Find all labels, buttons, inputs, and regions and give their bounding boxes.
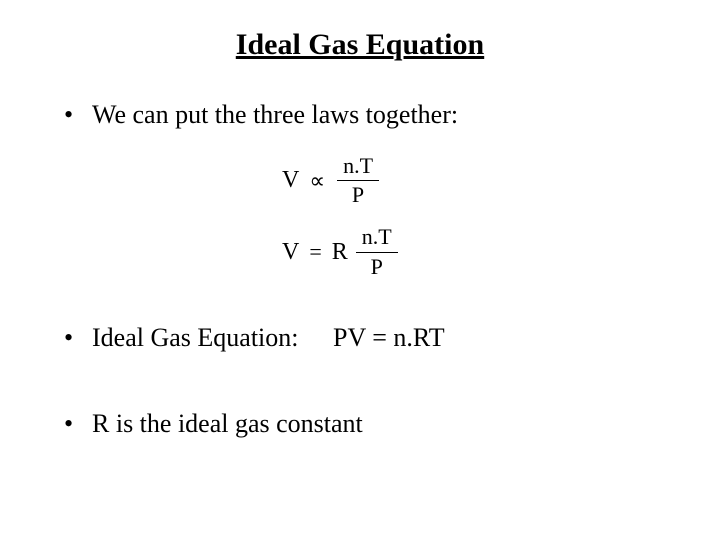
bullet-text-2-equation: PV = n.RT bbox=[333, 323, 445, 352]
eq2-numerator: n.T bbox=[356, 225, 398, 252]
bullet-item-2: Ideal Gas Equation: PV = n.RT bbox=[50, 323, 670, 353]
eq1-denominator: P bbox=[352, 181, 364, 207]
eq1-relation: ∝ bbox=[309, 168, 325, 194]
eq2-fraction: n.T P bbox=[356, 225, 398, 278]
eq1-lhs: V ∝ bbox=[282, 167, 329, 194]
bullet-list: We can put the three laws together: V ∝ … bbox=[50, 100, 670, 439]
eq1-fraction: n.T P bbox=[337, 154, 379, 207]
eq1-numerator: n.T bbox=[337, 154, 379, 181]
equations-block: V ∝ n.T P V = R n.T P bbox=[282, 154, 670, 279]
slide-title: Ideal Gas Equation bbox=[50, 28, 670, 62]
bullet-item-3: R is the ideal gas constant bbox=[50, 409, 670, 439]
equation-2: V = R n.T P bbox=[282, 225, 670, 278]
eq2-lhs: V = R bbox=[282, 239, 348, 266]
eq2-relation: = bbox=[309, 239, 321, 265]
bullet-text-2-label: Ideal Gas Equation: bbox=[92, 323, 299, 352]
eq2-coeff: R bbox=[332, 239, 348, 266]
bullet-item-1: We can put the three laws together: V ∝ … bbox=[50, 100, 670, 279]
eq2-var: V bbox=[282, 239, 299, 266]
equation-1: V ∝ n.T P bbox=[282, 154, 670, 207]
bullet-text-1: We can put the three laws together: bbox=[92, 100, 458, 129]
eq1-var: V bbox=[282, 167, 299, 194]
eq2-denominator: P bbox=[371, 253, 383, 279]
bullet-text-3: R is the ideal gas constant bbox=[92, 409, 363, 438]
